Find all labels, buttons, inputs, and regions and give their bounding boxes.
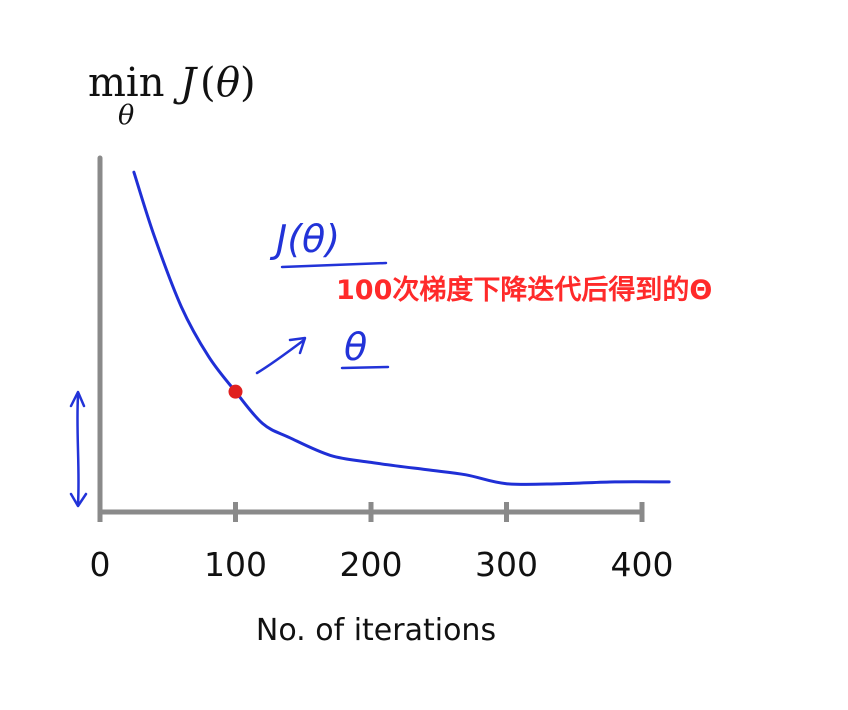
formula-close-paren: ) — [240, 60, 256, 106]
formula-function: J — [173, 60, 198, 106]
x-tick-label: 0 — [90, 545, 111, 584]
formula-argument: θ — [216, 60, 240, 106]
annotation-text: 100次梯度下降迭代后得到的Θ — [336, 274, 712, 306]
formula-open-paren: ( — [200, 60, 216, 106]
x-ticks — [97, 502, 645, 522]
cost-curve-series — [132, 170, 671, 486]
formula-subscript: θ — [118, 100, 134, 131]
formula: min θ J ( θ ) — [88, 60, 256, 131]
handwritten-j-theta: J(θ) — [269, 217, 340, 261]
x-tick-label: 200 — [340, 545, 403, 584]
x-tick-label: 400 — [611, 545, 674, 584]
x-tick-label: 300 — [475, 545, 538, 584]
x-tick-label: 100 — [204, 545, 267, 584]
highlighted-point-marker — [228, 384, 243, 399]
handwritten-note: J(θ) θ — [255, 217, 390, 375]
axes: 0 100 200 300 400 — [90, 155, 674, 584]
handwritten-theta-underline — [340, 365, 390, 370]
x-axis-title: No. of iterations — [256, 613, 496, 648]
double-arrow-icon — [69, 390, 88, 508]
x-tick-labels: 0 100 200 300 400 — [90, 545, 674, 584]
formula-min: min — [88, 60, 164, 106]
handwritten-fraction-bar — [280, 261, 388, 269]
handwritten-theta: θ — [344, 325, 367, 369]
pointing-arrow-icon — [255, 336, 307, 375]
